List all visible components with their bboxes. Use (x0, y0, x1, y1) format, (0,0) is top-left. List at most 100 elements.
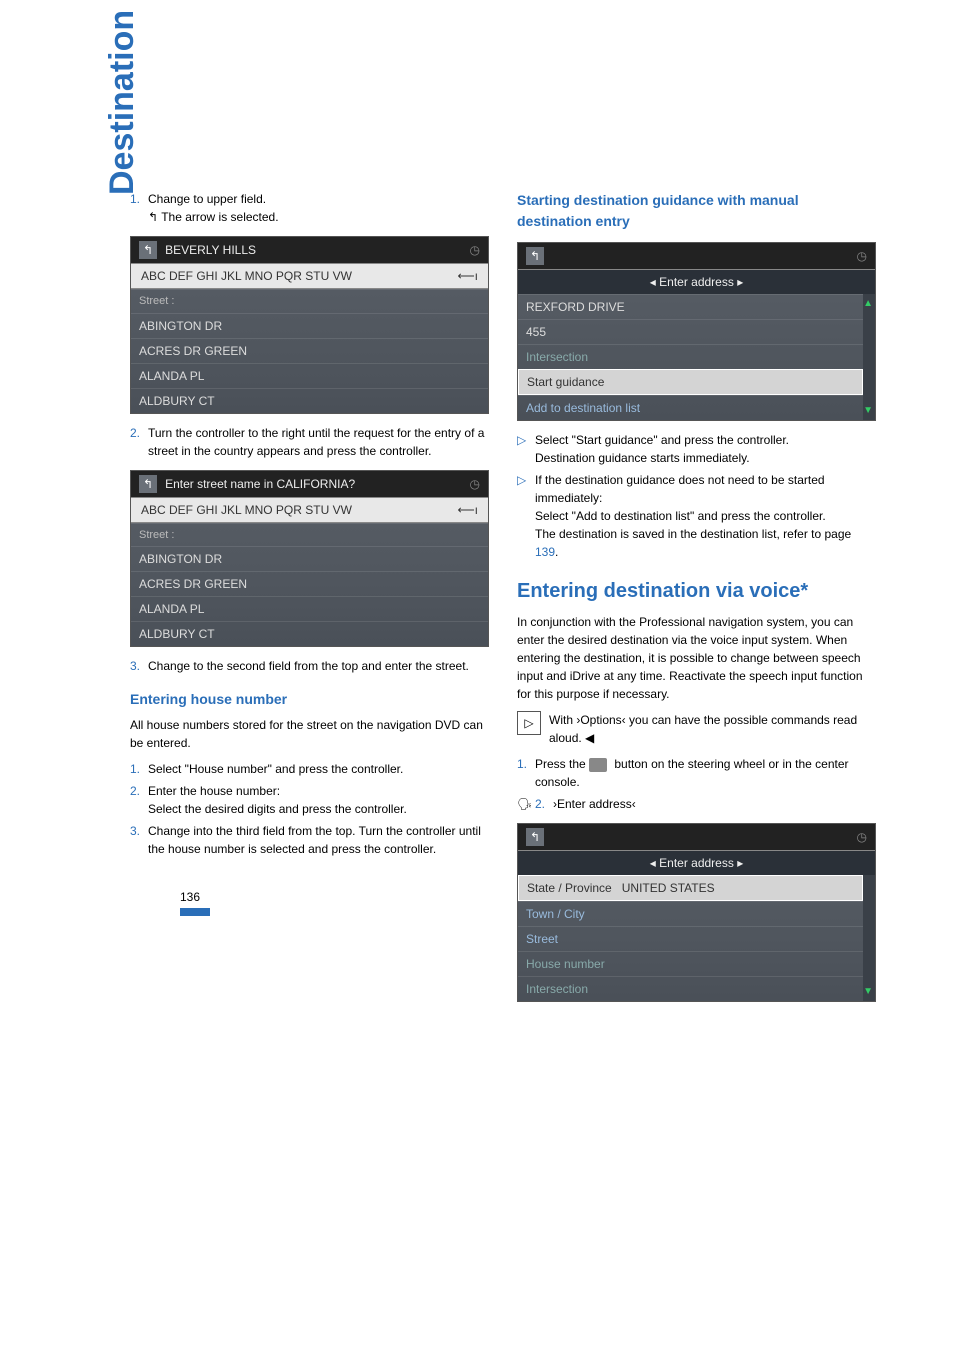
street-option: ACRES DR GREEN (131, 571, 488, 596)
voice-step-2: 🗣 2. ›Enter address‹ (517, 795, 874, 813)
step-number: 3. (130, 822, 148, 840)
voice-prompt-icon: 🗣 (517, 795, 535, 813)
note-text: With ›Options‹ you can have the possible… (549, 713, 857, 745)
address-field: House number (518, 951, 863, 976)
bullet-start-guidance: ▷ Select "Start guidance" and press the … (517, 431, 874, 467)
step-3: 3. Change to the second field from the t… (130, 657, 487, 675)
step-number: 1. (517, 755, 535, 773)
enter-address-row: ◂ Enter address ▸ (518, 270, 875, 294)
street-option: ALDBURY CT (131, 621, 488, 646)
step-number: 1. (130, 760, 148, 778)
house-step-2: 2. Enter the house number: Select the de… (130, 782, 487, 818)
step-text: Change to the second field from the top … (148, 657, 469, 675)
step-subtext: The arrow is selected. (161, 210, 278, 224)
side-section-title: Destination entry (103, 0, 142, 195)
step-text: Turn the controller to the right until t… (148, 424, 487, 460)
back-icon: ↰ (526, 247, 544, 265)
clock-icon: ◷ (470, 241, 480, 259)
nav-screenshot-4: ↰ ◷ ◂ Enter address ▸ State / Province U… (517, 823, 876, 1002)
step-text: Select "House number" and press the cont… (148, 760, 403, 778)
keyboard-row: ABC DEF GHI JKL MNO PQR STU VW ⟵ı (131, 264, 488, 289)
nav-screenshot-3: ↰ ◷ ◂ Enter address ▸ REXFORD DRIVE 455 … (517, 242, 876, 421)
bullet-add-list: ▷ If the destination guidance does not n… (517, 471, 874, 561)
house-intro-text: All house numbers stored for the street … (130, 716, 487, 752)
house-step-3: 3. Change into the third field from the … (130, 822, 487, 858)
street-label: Street : (131, 523, 488, 547)
bullet-text: Select "Start guidance" and press the co… (535, 433, 789, 447)
address-line: REXFORD DRIVE (518, 294, 863, 319)
page-number-block: 136 (130, 888, 487, 916)
content-columns: 1. Change to upper field. ↰ The arrow is… (130, 190, 874, 1040)
voice-entry-heading: Entering destination via voice* (517, 579, 874, 603)
step-number: 2. (535, 795, 553, 813)
step-number: 3. (130, 657, 148, 675)
page-number: 136 (180, 888, 210, 916)
bullet-icon: ▷ (517, 431, 535, 449)
street-option: ABINGTON DR (131, 546, 488, 571)
clock-icon: ◷ (470, 475, 480, 493)
house-number-heading: Entering house number (130, 689, 487, 710)
step-subtext: Select the desired digits and press the … (148, 802, 407, 816)
backspace-icon: ⟵ı (457, 267, 478, 285)
nav-header: ↰ ◷ (518, 243, 875, 270)
street-option: ABINGTON DR (131, 313, 488, 338)
street-option: ALANDA PL (131, 596, 488, 621)
step-1: 1. Change to upper field. ↰ The arrow is… (130, 190, 487, 226)
enter-address-row: ◂ Enter address ▸ (518, 851, 875, 875)
scroll-indicator: ▼ (863, 875, 875, 1001)
step-text: ›Enter address‹ (553, 795, 636, 813)
step-number: 2. (130, 782, 148, 800)
back-icon: ↰ (139, 241, 157, 259)
left-column: 1. Change to upper field. ↰ The arrow is… (130, 190, 487, 1040)
nav-title: BEVERLY HILLS (165, 241, 256, 259)
bullet-icon: ▷ (517, 471, 535, 489)
keyboard-letters: ABC DEF GHI JKL MNO PQR STU VW (141, 267, 352, 285)
address-field: Street (518, 926, 863, 951)
bullet-text: Select "Add to destination list" and pre… (535, 509, 826, 523)
start-guidance-heading: Starting destination guidance with manua… (517, 190, 874, 232)
right-column: Starting destination guidance with manua… (517, 190, 874, 1040)
address-field: Intersection (518, 976, 863, 1001)
note-options: ▷ With ›Options‹ you can have the possib… (517, 711, 874, 747)
keyboard-letters: ABC DEF GHI JKL MNO PQR STU VW (141, 501, 352, 519)
state-province-row: State / Province UNITED STATES (518, 875, 863, 901)
scroll-indicator: ▲ ▼ (863, 294, 875, 420)
nav-header: ↰ Enter street name in CALIFORNIA? ◷ (131, 471, 488, 498)
page-ref-link[interactable]: 139 (535, 545, 555, 559)
return-arrow-icon: ↰ (148, 210, 158, 224)
street-option: ALANDA PL (131, 363, 488, 388)
backspace-icon: ⟵ı (457, 501, 478, 519)
clock-icon: ◷ (857, 828, 867, 846)
street-option: ACRES DR GREEN (131, 338, 488, 363)
step-text: Change to upper field. (148, 192, 266, 206)
address-field: Town / City (518, 901, 863, 926)
nav-screenshot-1: ↰ BEVERLY HILLS ◷ ABC DEF GHI JKL MNO PQ… (130, 236, 489, 414)
bullet-text: Destination guidance starts immediately. (535, 451, 750, 465)
start-guidance-row: Start guidance (518, 369, 863, 395)
address-line: Intersection (518, 344, 863, 369)
step-text: Enter the house number: (148, 784, 280, 798)
back-icon: ↰ (526, 828, 544, 846)
nav-screenshot-2: ↰ Enter street name in CALIFORNIA? ◷ ABC… (130, 470, 489, 648)
add-to-list-row: Add to destination list (518, 395, 863, 420)
voice-button-icon (589, 758, 607, 772)
nav-title: Enter street name in CALIFORNIA? (165, 475, 355, 493)
bullet-text: The destination is saved in the destinat… (535, 527, 851, 541)
clock-icon: ◷ (857, 247, 867, 265)
back-icon: ↰ (139, 475, 157, 493)
bullet-text: If the destination guidance does not nee… (535, 473, 825, 505)
voice-intro-text: In conjunction with the Professional nav… (517, 613, 874, 703)
voice-step-1: 1. Press the button on the steering whee… (517, 755, 874, 791)
note-icon: ▷ (517, 711, 541, 735)
street-label: Street : (131, 289, 488, 313)
bullet-text: . (555, 545, 558, 559)
keyboard-row: ABC DEF GHI JKL MNO PQR STU VW ⟵ı (131, 498, 488, 523)
address-line: 455 (518, 319, 863, 344)
step-2: 2. Turn the controller to the right unti… (130, 424, 487, 460)
nav-header: ↰ BEVERLY HILLS ◷ (131, 237, 488, 264)
nav-header: ↰ ◷ (518, 824, 875, 851)
step-number: 2. (130, 424, 148, 442)
house-step-1: 1. Select "House number" and press the c… (130, 760, 487, 778)
page: Destination entry 1. Change to upper fie… (0, 0, 954, 1100)
step-text: Change into the third field from the top… (148, 822, 487, 858)
